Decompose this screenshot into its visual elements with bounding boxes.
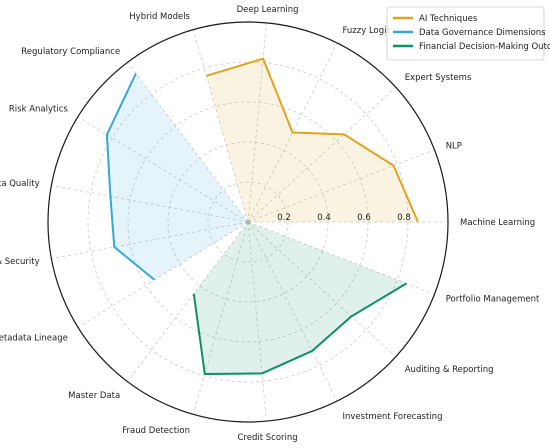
axis-label: Expert Systems — [405, 73, 472, 83]
axis-label: Investment Forecasting — [343, 412, 443, 422]
radial-tick-label: 0.2 — [277, 213, 291, 223]
axis-label: Hybrid Models — [129, 12, 190, 22]
center-point — [246, 220, 250, 224]
axis-label: Risk Analytics — [9, 104, 68, 114]
series-layer — [105, 57, 419, 375]
axis-label: Fuzzy Logic — [343, 26, 392, 36]
axis-label: Regulatory Compliance — [21, 47, 120, 57]
radial-tick-layer: 0.2 0.4 0.6 0.8 — [277, 213, 411, 223]
grid-ring-4 — [87, 61, 409, 383]
series-fill-1 — [206, 58, 418, 223]
legend-entry: AI Techniques — [419, 14, 478, 24]
axis-label: Privacy & Security — [0, 257, 40, 267]
axis-label: Master Data — [68, 391, 120, 401]
legend: AI Techniques Data Governance Dimensions F… — [386, 6, 550, 61]
legend-entry: Data Governance Dimensions — [419, 28, 546, 38]
axis-label: Data Quality — [0, 179, 40, 189]
axis-label: Fraud Detection — [122, 426, 190, 436]
legend-entry: Financial Decision-Making Outcomes — [419, 42, 550, 52]
series-line-1 — [206, 57, 419, 223]
radial-tick-label: 0.4 — [317, 213, 331, 223]
outer-frame — [47, 21, 449, 423]
series-line-3 — [192, 282, 408, 375]
axis-label: Auditing & Reporting — [405, 365, 494, 375]
radial-tick-label: 0.6 — [357, 213, 371, 223]
axis-label: Metadata Lineage — [0, 334, 68, 344]
grid-ring-1 — [207, 181, 289, 263]
axis-label: NLP — [446, 141, 462, 151]
legend-box — [386, 6, 545, 61]
axis-label-layer: Machine Learning NLP Expert Systems Fuzzy L… — [0, 5, 540, 443]
series-line-2 — [105, 73, 156, 281]
axis-label: Credit Scoring — [238, 433, 298, 443]
series-fill-2 — [106, 73, 249, 280]
axis-label: Deep Learning — [237, 5, 299, 15]
series-fill-3 — [193, 222, 407, 374]
axis-label: Portfolio Management — [446, 295, 540, 305]
axis-label: Machine Learning — [460, 218, 535, 228]
grid-layer — [47, 21, 449, 423]
radial-tick-label: 0.8 — [397, 213, 411, 223]
